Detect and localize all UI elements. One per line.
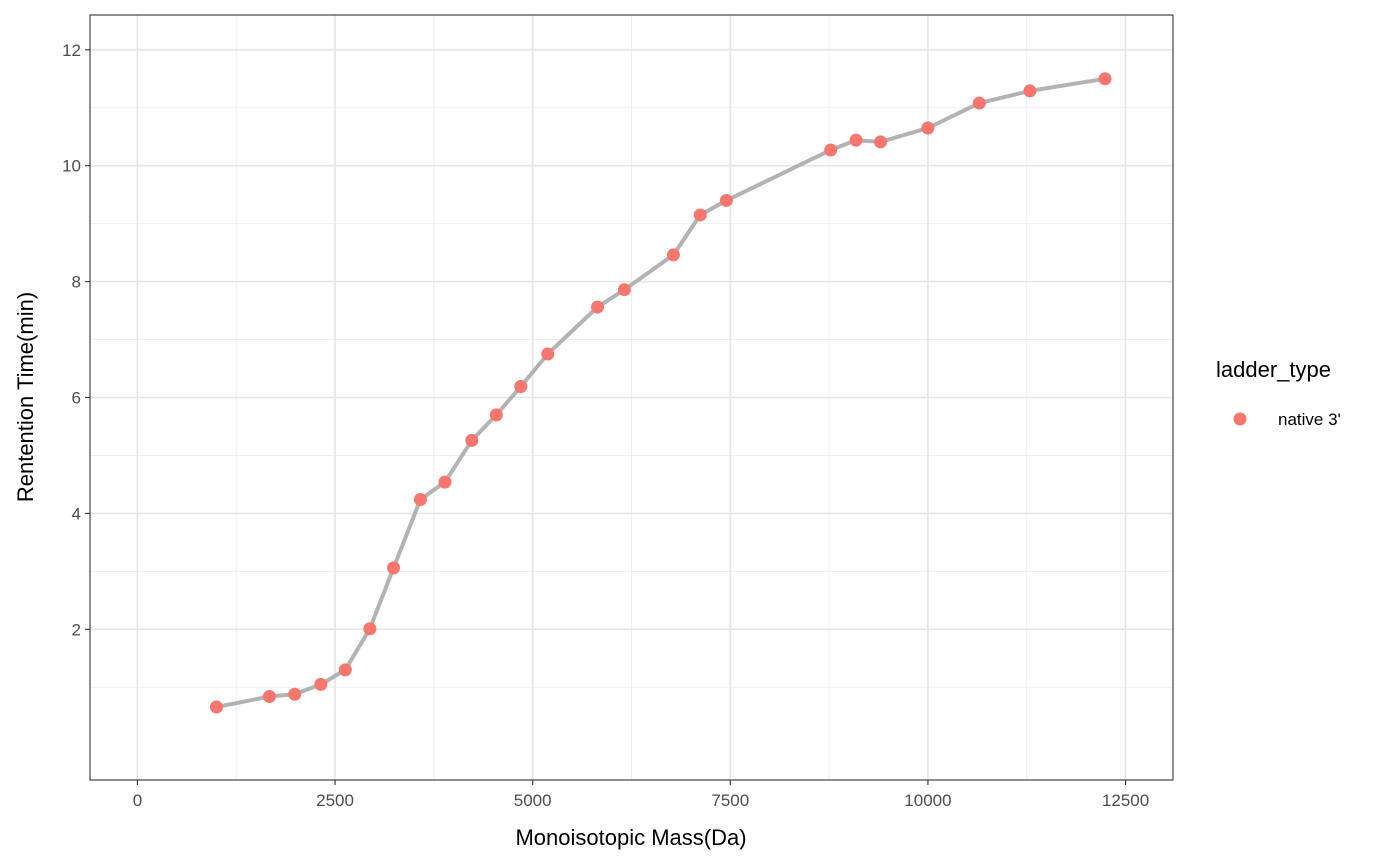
y-axis-title: Rentention Time(min): [13, 292, 38, 502]
data-point: [363, 622, 377, 636]
y-tick-label: 10: [62, 157, 81, 176]
series-points: [209, 72, 1112, 714]
data-point: [262, 690, 276, 704]
data-point: [1023, 84, 1037, 98]
data-point: [824, 143, 838, 157]
data-point: [465, 433, 479, 447]
x-tick-label: 12500: [1102, 791, 1149, 810]
data-point: [1098, 72, 1112, 86]
legend: ladder_type native 3': [1216, 357, 1341, 429]
data-point: [413, 493, 427, 506]
x-tick-label: 2500: [316, 791, 354, 810]
x-axis: 0 2500 5000 7500 10000 12500: [133, 780, 1149, 810]
data-point: [972, 96, 986, 110]
legend-label: native 3': [1278, 410, 1341, 429]
grid-major: [90, 15, 1173, 780]
data-point: [338, 663, 352, 677]
data-point: [617, 283, 631, 297]
y-axis: 2 4 6 8 10 12: [62, 41, 90, 639]
x-axis-title: Monoisotopic Mass(Da): [515, 825, 746, 850]
y-tick-label: 2: [72, 620, 81, 639]
data-point: [874, 135, 888, 149]
x-tick-label: 10000: [904, 791, 951, 810]
data-point: [489, 408, 503, 422]
y-tick-label: 12: [62, 41, 81, 60]
data-point: [438, 475, 452, 489]
data-point: [849, 133, 863, 147]
y-tick-label: 8: [72, 273, 81, 292]
data-point: [209, 700, 223, 714]
data-point: [666, 248, 680, 262]
grid-minor: [90, 15, 1173, 780]
data-point: [693, 208, 707, 222]
data-point: [719, 193, 733, 207]
data-point: [921, 121, 935, 135]
data-point: [541, 347, 555, 361]
x-tick-label: 0: [133, 791, 142, 810]
data-point: [314, 677, 328, 691]
plot-panel: [89, 14, 1174, 781]
x-tick-label: 5000: [514, 791, 552, 810]
data-point: [387, 561, 401, 575]
data-point: [514, 379, 528, 393]
legend-key: [1233, 412, 1247, 426]
legend-entries: native 3': [1233, 410, 1341, 429]
data-point: [591, 300, 605, 314]
data-point: [288, 687, 302, 701]
y-tick-label: 4: [72, 504, 81, 523]
y-tick-label: 6: [72, 389, 81, 408]
legend-title: ladder_type: [1216, 357, 1331, 382]
x-tick-label: 7500: [711, 791, 749, 810]
